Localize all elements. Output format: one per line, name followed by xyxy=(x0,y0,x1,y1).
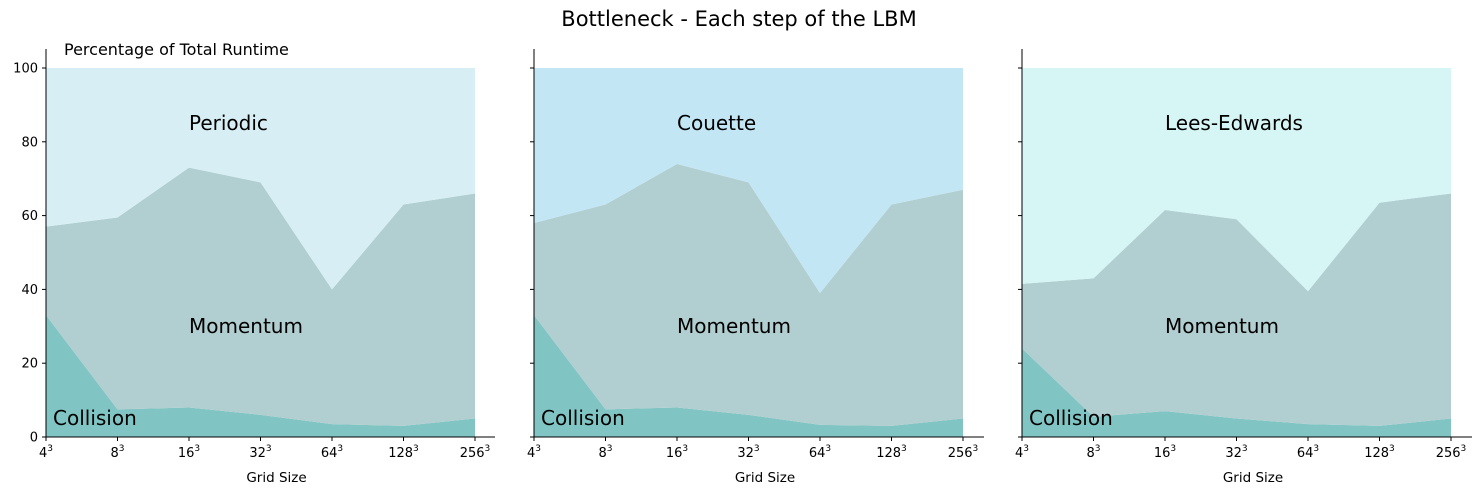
figure-title: Bottleneck - Each step of the LBM xyxy=(561,7,916,31)
x-tick-label: 2563 xyxy=(460,444,491,461)
area-label-collision: Collision xyxy=(53,406,137,430)
x-tick-label: 323 xyxy=(737,444,759,461)
y-tick-label: 0 xyxy=(30,431,38,446)
panel-2: Collision Momentum Couette 43 83 163 323 643 128… xyxy=(527,49,984,486)
x-tick-label: 323 xyxy=(1225,444,1247,461)
area-label-momentum: Momentum xyxy=(1165,314,1279,338)
x-tick-label: 643 xyxy=(809,444,831,461)
y-axis-label: Percentage of Total Runtime xyxy=(64,40,289,59)
area-momentum xyxy=(534,163,963,426)
x-tick-label: 1283 xyxy=(388,444,419,461)
x-axis-label: Grid Size xyxy=(246,470,306,486)
area-label-couette: Couette xyxy=(677,111,756,135)
area-label-lees-edwards: Lees-Edwards xyxy=(1165,111,1303,135)
y-tick-label: 20 xyxy=(21,357,38,372)
x-tick-label: 1283 xyxy=(876,444,907,461)
x-tick-label: 43 xyxy=(1015,444,1029,461)
area-label-momentum: Momentum xyxy=(189,314,303,338)
x-tick-label: 163 xyxy=(178,444,200,461)
y-tick-label: 80 xyxy=(21,135,38,150)
x-tick-label: 83 xyxy=(598,444,612,461)
area-lees-edwards xyxy=(1022,68,1451,292)
area-label-collision: Collision xyxy=(541,406,625,430)
x-tick-label: 643 xyxy=(321,444,343,461)
x-tick-label: 43 xyxy=(39,444,53,461)
panel-1: Collision Momentum Periodic 0 20 40 60 80 100 43 8… xyxy=(13,49,495,486)
area-label-collision: Collision xyxy=(1029,406,1113,430)
y-tick-label: 40 xyxy=(21,283,38,298)
x-axis-label: Grid Size xyxy=(735,470,795,486)
panel-3: Collision Momentum Lees-Edwards 43 83 163 323 6… xyxy=(1015,49,1472,486)
chart-panels: Collision Momentum Periodic 0 20 40 60 80 100 43 8… xyxy=(13,49,1472,486)
x-tick-label: 2563 xyxy=(1436,444,1467,461)
x-tick-label: 2563 xyxy=(948,444,979,461)
area-label-momentum: Momentum xyxy=(677,314,791,338)
x-tick-label: 83 xyxy=(1086,444,1100,461)
x-axis-label: Grid Size xyxy=(1223,470,1283,486)
x-tick-label: 1283 xyxy=(1364,444,1395,461)
area-collision xyxy=(1022,348,1451,437)
y-tick-label: 100 xyxy=(13,62,38,77)
area-couette xyxy=(534,68,963,294)
area-collision xyxy=(46,315,475,437)
x-tick-label: 323 xyxy=(249,444,271,461)
x-tick-label: 643 xyxy=(1297,444,1319,461)
x-tick-label: 163 xyxy=(1154,444,1176,461)
area-periodic xyxy=(46,68,475,290)
x-tick-label: 163 xyxy=(666,444,688,461)
area-momentum xyxy=(1022,193,1451,426)
y-tick-label: 60 xyxy=(21,209,38,224)
area-momentum xyxy=(46,167,475,426)
x-tick-label: 43 xyxy=(527,444,541,461)
x-tick-label: 83 xyxy=(110,444,124,461)
area-collision xyxy=(534,315,963,437)
area-label-periodic: Periodic xyxy=(189,111,268,135)
